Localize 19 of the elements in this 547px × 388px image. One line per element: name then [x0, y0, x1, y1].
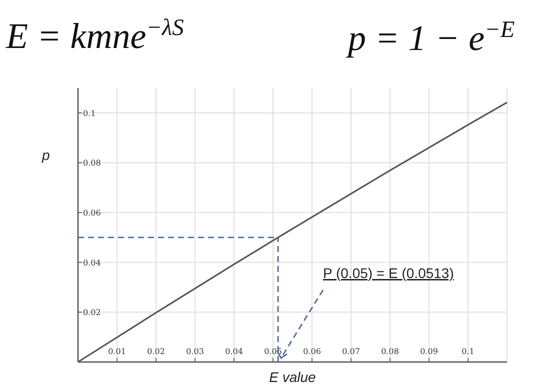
- annotation: P (0.05) = E (0.0513): [323, 265, 454, 281]
- y-tick-label: 0.04: [83, 258, 101, 268]
- x-axis-title: E value: [269, 369, 316, 385]
- y-tick-label: 0.08: [83, 158, 101, 168]
- x-tick-label: 0.02: [147, 347, 165, 356]
- x-tick-label: 0.1: [462, 347, 474, 356]
- x-tick-label: 0.06: [303, 347, 321, 356]
- x-tick-label: 0.01: [108, 347, 126, 356]
- y-tick-label: 0.02: [83, 308, 101, 318]
- chart-title: E = kmne$^{−λS}$: [5, 15, 184, 56]
- x-tick-label: 0.04: [225, 347, 243, 356]
- y-tick-label: 0.1: [83, 108, 96, 118]
- x-tick-label: 0.08: [381, 347, 399, 356]
- chart-subtitle: p = 1 − e$^{−E}$: [345, 17, 515, 58]
- x-tick-label: 0.03: [186, 347, 204, 356]
- y-tick-label: 0.06: [83, 208, 101, 218]
- y-axis-title: p: [41, 147, 50, 163]
- x-tick-label: 0.09: [420, 347, 438, 356]
- x-tick-label: 0.07: [342, 347, 360, 356]
